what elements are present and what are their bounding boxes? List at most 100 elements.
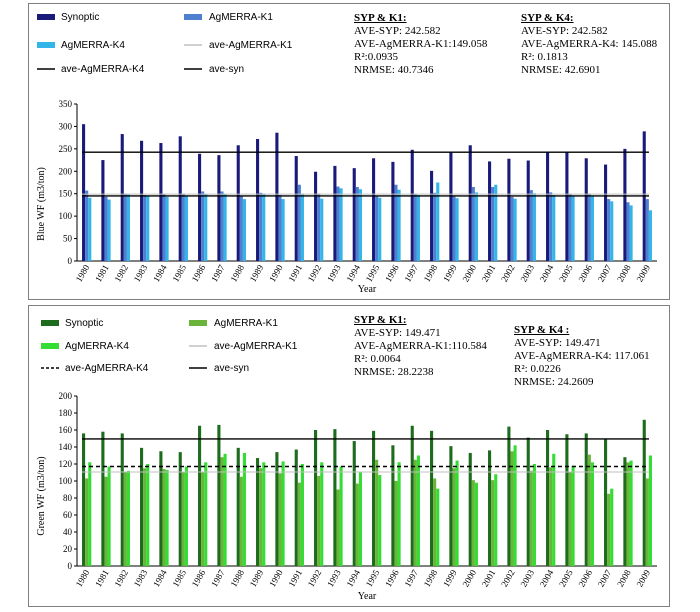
- bar-agmerra-k1-1991: [297, 482, 301, 566]
- x-tick-label: 1985: [170, 568, 188, 589]
- bar-agmerra-k4-1998: [436, 488, 440, 566]
- bar-synoptic-2006: [584, 433, 588, 566]
- bar-agmerra-k1-1983: [143, 195, 147, 261]
- bar-agmerra-k4-1995: [378, 197, 382, 261]
- bar-synoptic-2000: [468, 452, 472, 566]
- blue-wf-panel: Synoptic AgMERRA-K1 AgMERRA-K4 ave-AgMER…: [28, 3, 670, 300]
- stats-line: AVE-SYP: 242.582: [354, 25, 441, 37]
- bar-synoptic-1997: [410, 149, 414, 261]
- x-tick-label: 2005: [557, 263, 575, 284]
- bar-agmerra-k1-1995: [375, 195, 379, 261]
- bar-agmerra-k4-1992: [320, 462, 324, 566]
- bar-agmerra-k4-2001: [494, 184, 498, 261]
- y-tick-label: 200: [59, 391, 73, 401]
- x-tick-label: 2008: [615, 568, 633, 589]
- x-tick-label: 1989: [248, 568, 266, 589]
- x-tick-label: 1991: [286, 263, 304, 284]
- x-tick-label: 1987: [209, 263, 227, 284]
- bar-synoptic-1998: [430, 430, 434, 566]
- bar-synoptic-1985: [178, 136, 182, 261]
- bar-agmerra-k1-1987: [220, 191, 224, 261]
- stats-line: AVE-SYP: 149.471: [354, 327, 441, 339]
- bar-synoptic-1983: [140, 447, 144, 566]
- bar-agmerra-k1-1996: [394, 184, 398, 261]
- stats-line: AVE-AgMERRA-K1:149.058: [354, 38, 488, 50]
- bar-agmerra-k1-2009: [645, 478, 649, 566]
- y-tick-label: 150: [59, 189, 73, 199]
- bar-agmerra-k4-2003: [532, 193, 536, 261]
- bar-agmerra-k4-1981: [107, 199, 111, 261]
- y-tick-label: 100: [59, 476, 73, 486]
- bar-agmerra-k1-1987: [220, 457, 224, 566]
- x-tick-label: 1991: [286, 568, 304, 589]
- x-tick-label: 1999: [441, 568, 459, 589]
- bar-agmerra-k4-1991: [300, 464, 304, 566]
- bar-synoptic-1996: [391, 161, 395, 261]
- bar-agmerra-k4-1986: [204, 462, 208, 566]
- bar-synoptic-1999: [449, 152, 453, 261]
- legend-label-ave-k1: ave-AgMERRA-K1: [209, 40, 293, 51]
- x-tick-label: 2006: [576, 263, 594, 284]
- bar-agmerra-k1-1980: [85, 478, 89, 566]
- bar-agmerra-k1-1982: [123, 193, 127, 261]
- bar-agmerra-k4-1985: [184, 466, 188, 566]
- x-tick-label: 2009: [634, 568, 652, 589]
- y-tick-label: 0: [68, 256, 73, 266]
- x-tick-label: 1994: [344, 263, 362, 284]
- x-tick-label: 1996: [383, 263, 401, 284]
- stats-syp-k1: SYP & K1: AVE-SYP: 149.471 AVE-AgMERRA-K…: [354, 314, 487, 379]
- y-tick-label: 250: [59, 144, 73, 154]
- stats-syp-k4: SYP & K4 : AVE-SYP: 149.471 AVE-AgMERRA-…: [514, 324, 650, 389]
- bar-agmerra-k1-2001: [491, 480, 495, 566]
- bar-agmerra-k1-1994: [355, 483, 359, 566]
- y-tick-label: 140: [59, 442, 73, 452]
- bar-synoptic-1986: [198, 153, 202, 261]
- x-tick-label: 1989: [248, 263, 266, 284]
- bar-agmerra-k1-2008: [626, 202, 630, 261]
- bar-agmerra-k1-2007: [607, 199, 611, 261]
- bar-synoptic-1983: [140, 140, 144, 261]
- x-axis-title: Year: [358, 591, 377, 602]
- bar-agmerra-k1-1997: [413, 193, 417, 261]
- stats-line: AVE-SYP: 242.582: [521, 25, 608, 37]
- blue-wf-chart: Synoptic AgMERRA-K1 AgMERRA-K4 ave-AgMER…: [36, 12, 657, 295]
- stats-line: R²:0.0935: [354, 51, 398, 63]
- legend-label-agmerra-k1: AgMERRA-K1: [209, 12, 273, 23]
- x-tick-label: 1986: [190, 263, 208, 284]
- bar-agmerra-k1-1984: [162, 469, 166, 566]
- bar-agmerra-k4-2004: [552, 195, 556, 261]
- bar-synoptic-1986: [198, 425, 202, 566]
- x-tick-label: 1997: [402, 568, 420, 589]
- legend-swatch-agmerra-k1: [184, 14, 202, 20]
- bar-synoptic-2009: [642, 419, 646, 566]
- bar-agmerra-k4-1994: [358, 472, 362, 566]
- stats-line: AVE-AgMERRA-K1:110.584: [354, 340, 487, 352]
- bar-agmerra-k4-1988: [242, 199, 246, 261]
- bar-agmerra-k1-1989: [259, 192, 263, 261]
- stats-line: NRMSE: 24.2609: [514, 376, 594, 388]
- y-tick-label: 160: [59, 425, 73, 435]
- legend-label-ave-k4: ave-AgMERRA-K4: [61, 64, 145, 75]
- bar-agmerra-k4-1980: [88, 197, 92, 261]
- bar-agmerra-k4-1997: [416, 195, 420, 261]
- bar-agmerra-k1-1999: [452, 195, 456, 261]
- x-tick-label: 1983: [132, 263, 150, 284]
- bar-agmerra-k4-1992: [320, 198, 324, 261]
- x-tick-label: 2003: [518, 263, 536, 284]
- x-tick-label: 2002: [499, 568, 517, 589]
- bar-synoptic-1994: [352, 168, 356, 261]
- bar-synoptic-1991: [294, 449, 298, 566]
- bar-agmerra-k4-2008: [629, 460, 633, 566]
- bar-agmerra-k1-1984: [162, 194, 166, 261]
- bar-synoptic-1989: [256, 458, 260, 566]
- bar-synoptic-2003: [526, 160, 530, 261]
- bar-agmerra-k1-1983: [143, 468, 147, 566]
- x-tick-label: 1993: [325, 263, 343, 284]
- x-tick-label: 1982: [112, 263, 130, 284]
- bar-agmerra-k1-2006: [587, 454, 591, 566]
- bar-synoptic-1993: [333, 165, 337, 261]
- bar-agmerra-k1-1986: [201, 472, 205, 566]
- bar-synoptic-2007: [604, 438, 608, 566]
- bar-synoptic-2001: [488, 450, 492, 566]
